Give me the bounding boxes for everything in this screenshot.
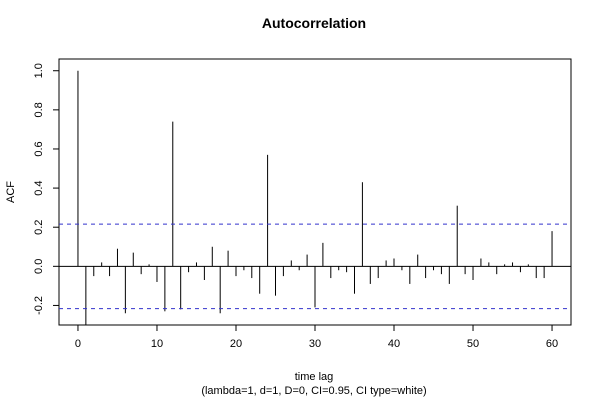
x-tick-label: 30 (309, 338, 321, 350)
x-tick-label: 50 (467, 338, 479, 350)
y-tick-label: 1.0 (33, 63, 45, 78)
x-tick-label: 60 (546, 338, 558, 350)
y-tick-label: 0.8 (33, 102, 45, 117)
x-tick-label: 20 (230, 338, 242, 350)
y-tick-label: 0.6 (33, 141, 45, 156)
y-axis-label: ACF (5, 181, 17, 203)
x-tick-label: 0 (75, 338, 81, 350)
x-axis-sublabel: (lambda=1, d=1, D=0, CI=0.95, CI type=wh… (201, 385, 426, 397)
x-axis: 0 10 20 30 40 50 60 (75, 325, 558, 350)
y-tick-label: -0.2 (33, 296, 45, 315)
acf-bars (77, 70, 553, 325)
x-axis-label: time lag (295, 371, 334, 383)
chart-title: Autocorrelation (262, 15, 366, 31)
y-tick-label: 0.4 (33, 180, 45, 195)
x-tick-label: 10 (151, 338, 163, 350)
y-tick-label: 0.0 (33, 259, 45, 274)
y-tick-label: 0.2 (33, 220, 45, 235)
x-tick-label: 40 (388, 338, 400, 350)
y-axis: -0.2 0.0 0.2 0.4 0.6 0.8 1.0 (33, 63, 59, 315)
confidence-lines (59, 223, 571, 310)
